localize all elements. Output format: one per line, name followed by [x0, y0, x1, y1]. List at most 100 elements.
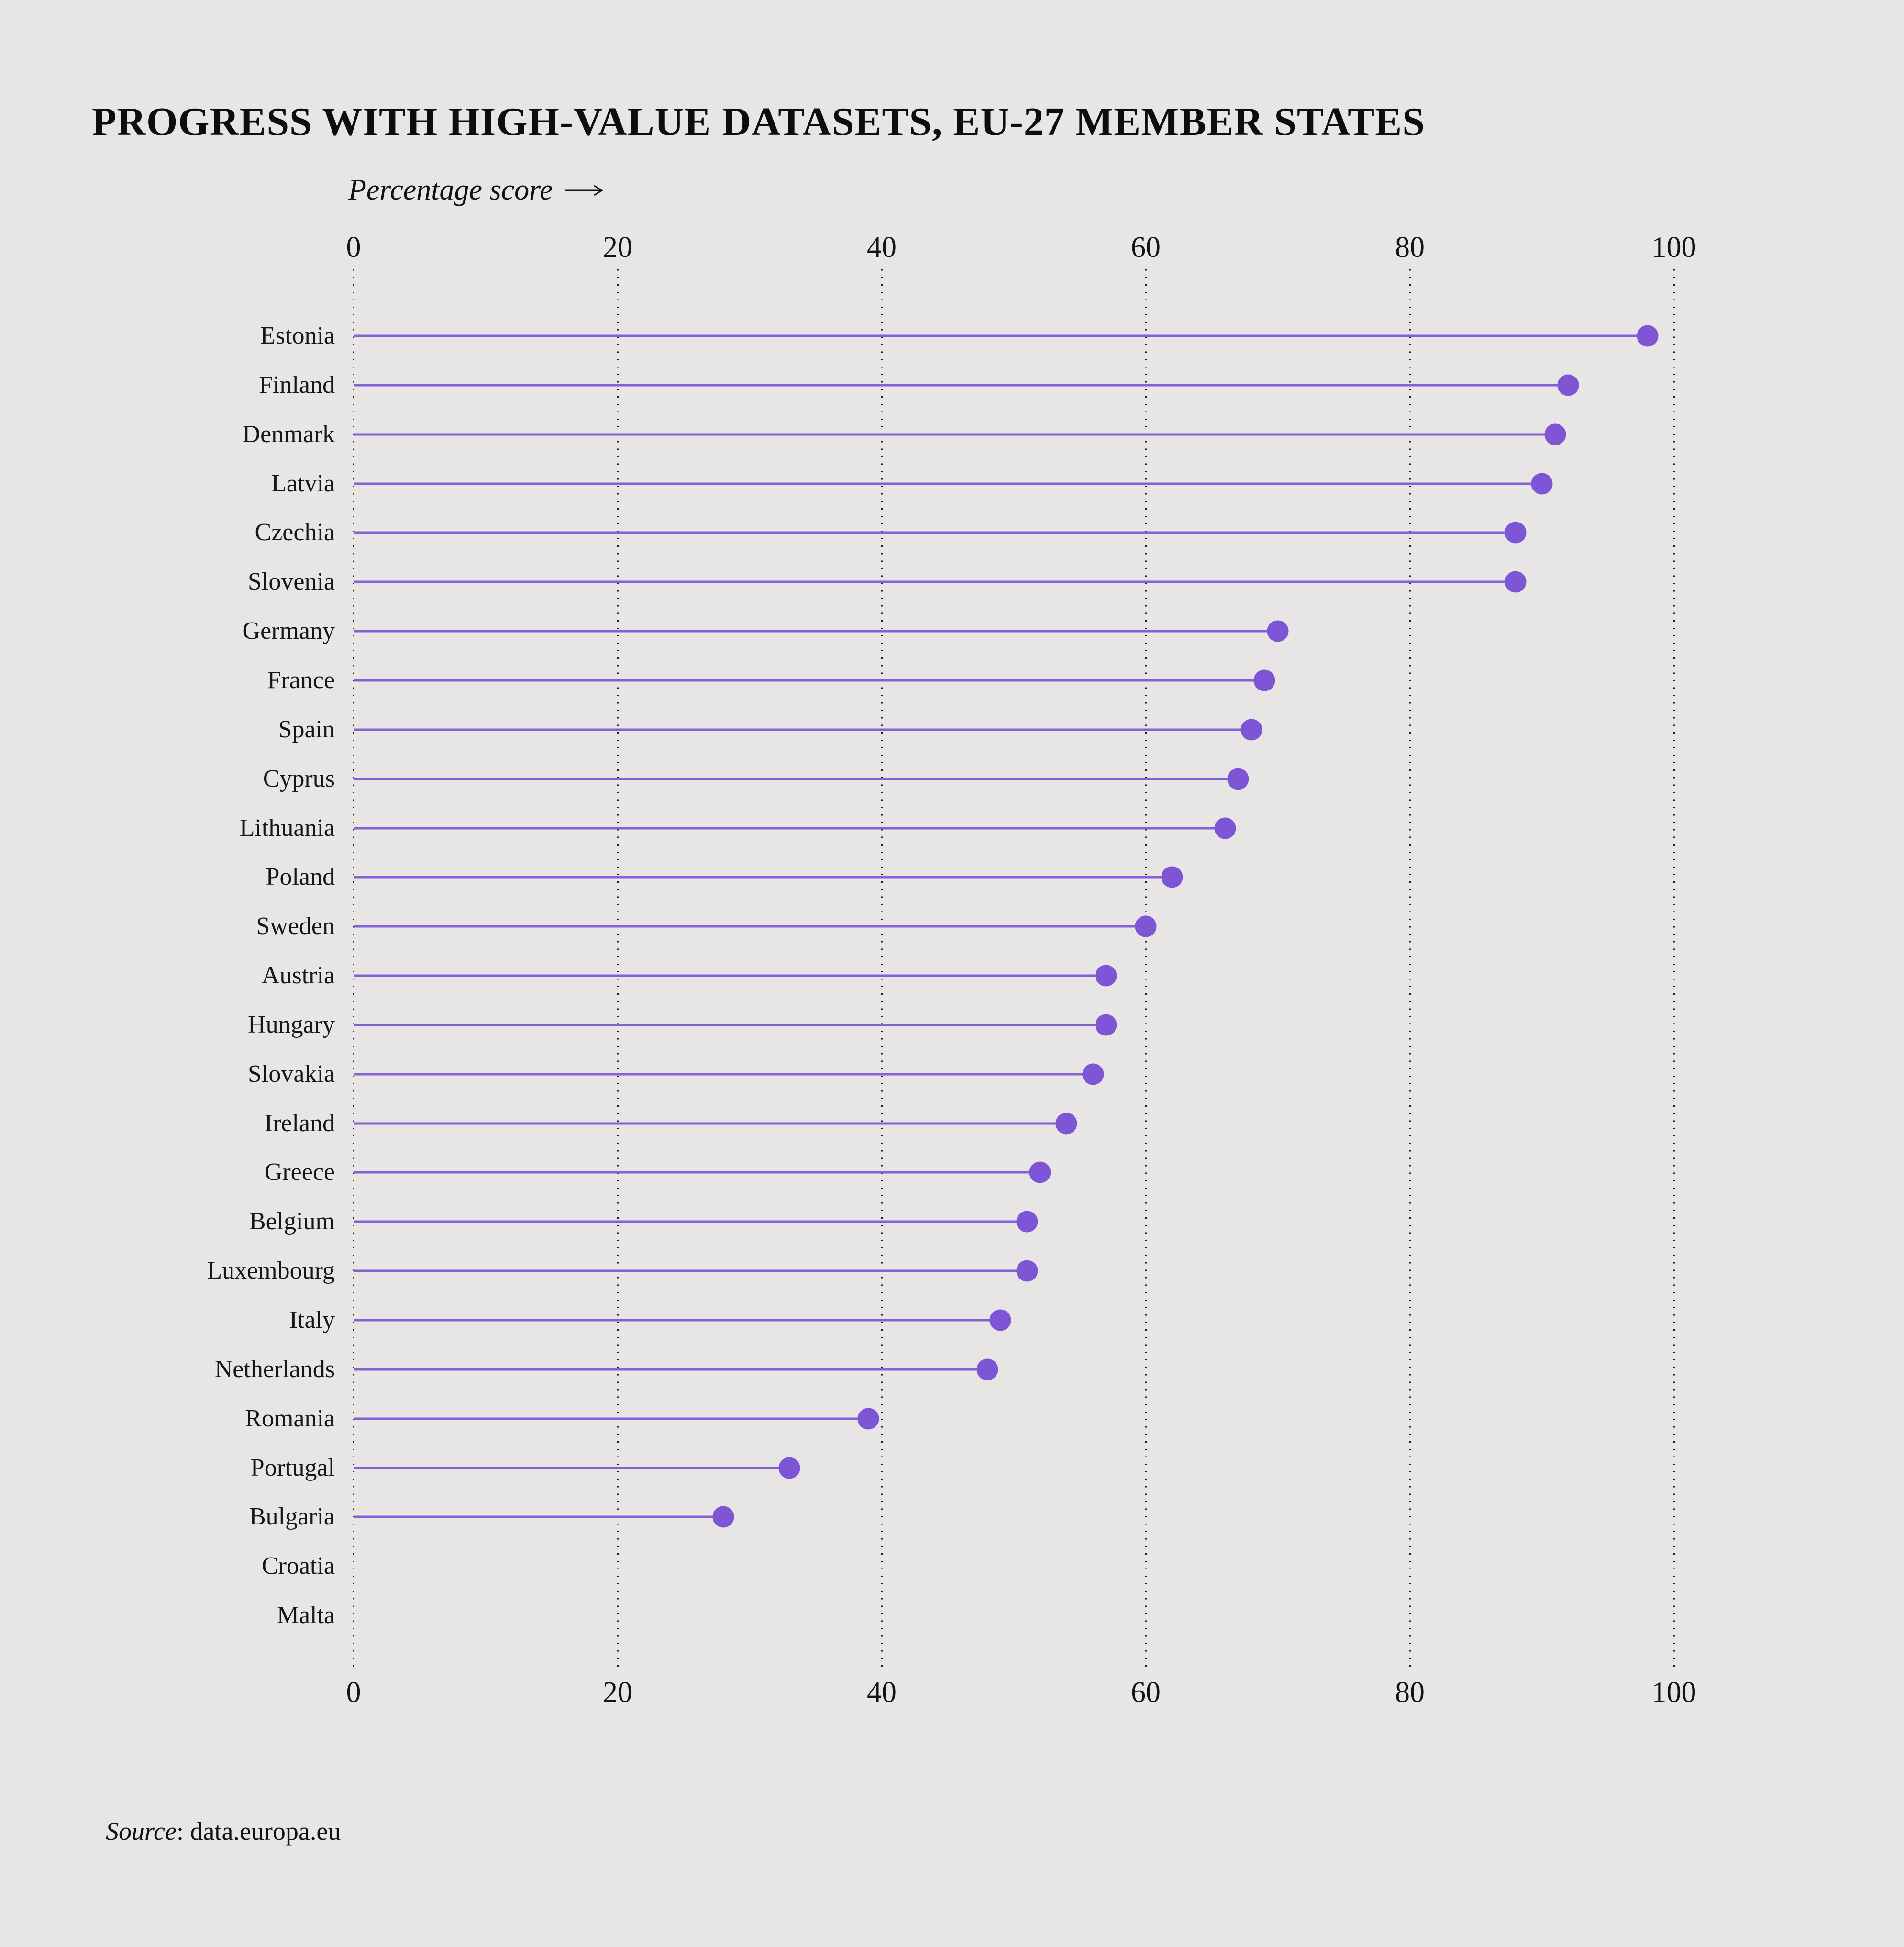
country-label-malta: Malta: [277, 1602, 335, 1629]
country-label-netherlands: Netherlands: [214, 1355, 335, 1383]
lollipop-dot-hungary: [1095, 1014, 1117, 1036]
lollipop-dot-italy: [989, 1309, 1011, 1331]
country-label-poland: Poland: [266, 863, 335, 891]
tick-label-top-0: 0: [346, 231, 361, 264]
lollipop-stem-czechia: [354, 531, 1516, 534]
country-label-france: France: [267, 666, 335, 694]
source-word: Source: [106, 1817, 177, 1846]
lollipop-stem-cyprus: [354, 778, 1239, 780]
gridline-80: [1409, 269, 1411, 1669]
lollipop-dot-poland: [1161, 866, 1183, 888]
x-axis-title: Percentage score: [348, 173, 605, 207]
country-label-sweden: Sweden: [256, 912, 335, 940]
chart-title: PROGRESS WITH HIGH-VALUE DATASETS, EU-27…: [92, 100, 1425, 144]
tick-label-top-60: 60: [1131, 231, 1161, 264]
lollipop-dot-estonia: [1637, 325, 1659, 347]
tick-label-bottom-80: 80: [1395, 1676, 1425, 1709]
lollipop-stem-ireland: [354, 1122, 1067, 1125]
source-value: data.europa.eu: [190, 1817, 341, 1846]
country-label-romania: Romania: [245, 1404, 335, 1432]
lollipop-dot-germany: [1267, 620, 1289, 642]
x-axis-title-text: Percentage score: [348, 174, 553, 206]
lollipop-stem-lithuania: [354, 827, 1225, 829]
country-label-greece: Greece: [264, 1158, 335, 1186]
lollipop-dot-slovenia: [1505, 571, 1527, 593]
tick-label-bottom-20: 20: [603, 1676, 632, 1709]
lollipop-dot-bulgaria: [712, 1506, 734, 1528]
lollipop-dot-denmark: [1544, 423, 1566, 445]
lollipop-stem-slovenia: [354, 580, 1516, 583]
lollipop-stem-poland: [354, 876, 1173, 879]
tick-label-top-100: 100: [1651, 231, 1696, 264]
tick-label-top-80: 80: [1395, 231, 1425, 264]
lollipop-dot-czechia: [1505, 522, 1527, 544]
country-label-czechia: Czechia: [255, 519, 335, 546]
country-label-italy: Italy: [289, 1306, 335, 1334]
country-label-luxembourg: Luxembourg: [207, 1257, 335, 1285]
lollipop-stem-netherlands: [354, 1368, 987, 1371]
lollipop-dot-romania: [857, 1408, 879, 1430]
lollipop-dot-ireland: [1055, 1113, 1077, 1135]
country-label-slovenia: Slovenia: [248, 568, 335, 596]
lollipop-stem-portugal: [354, 1467, 789, 1469]
lollipop-stem-germany: [354, 630, 1278, 633]
lollipop-stem-romania: [354, 1417, 869, 1420]
country-label-belgium: Belgium: [249, 1208, 335, 1235]
country-label-slovakia: Slovakia: [248, 1060, 335, 1088]
lollipop-stem-greece: [354, 1171, 1041, 1174]
lollipop-dot-greece: [1029, 1161, 1051, 1183]
lollipop-dot-sweden: [1135, 915, 1157, 937]
lollipop-stem-france: [354, 679, 1265, 682]
country-label-ireland: Ireland: [264, 1109, 335, 1137]
right-arrow-icon: [564, 183, 605, 198]
lollipop-stem-estonia: [354, 334, 1648, 337]
source-separator: :: [176, 1817, 190, 1846]
country-label-bulgaria: Bulgaria: [249, 1503, 335, 1531]
lollipop-stem-italy: [354, 1319, 1001, 1322]
source-note: Source: data.europa.eu: [106, 1816, 341, 1846]
country-label-finland: Finland: [259, 371, 335, 399]
lollipop-dot-belgium: [1016, 1211, 1038, 1233]
tick-label-bottom-40: 40: [867, 1676, 897, 1709]
tick-label-top-20: 20: [603, 231, 632, 264]
lollipop-stem-belgium: [354, 1220, 1027, 1223]
lollipop-dot-netherlands: [976, 1358, 998, 1380]
lollipop-dot-latvia: [1531, 473, 1553, 495]
lollipop-dot-france: [1253, 669, 1275, 691]
lollipop-stem-finland: [354, 384, 1569, 387]
lollipop-stem-sweden: [354, 925, 1146, 928]
tick-label-bottom-100: 100: [1651, 1676, 1696, 1709]
gridline-0: [353, 269, 354, 1669]
country-label-latvia: Latvia: [271, 469, 335, 497]
lollipop-dot-lithuania: [1214, 817, 1236, 839]
gridline-40: [881, 269, 883, 1669]
country-label-estonia: Estonia: [260, 322, 335, 349]
lollipop-stem-bulgaria: [354, 1515, 723, 1518]
lollipop-dot-spain: [1240, 719, 1262, 741]
lollipop-stem-slovakia: [354, 1073, 1093, 1076]
lollipop-dot-portugal: [778, 1457, 800, 1479]
country-label-spain: Spain: [278, 715, 335, 743]
tick-label-top-40: 40: [867, 231, 897, 264]
country-label-denmark: Denmark: [242, 420, 335, 448]
lollipop-dot-austria: [1095, 965, 1117, 987]
country-label-portugal: Portugal: [250, 1454, 335, 1481]
lollipop-dot-finland: [1557, 374, 1579, 396]
lollipop-dot-slovakia: [1082, 1063, 1104, 1085]
country-label-croatia: Croatia: [261, 1552, 335, 1580]
country-label-cyprus: Cyprus: [263, 765, 335, 792]
lollipop-dot-luxembourg: [1016, 1260, 1038, 1282]
lollipop-stem-denmark: [354, 433, 1555, 436]
gridline-60: [1145, 269, 1147, 1669]
lollipop-stem-austria: [354, 974, 1107, 977]
tick-label-bottom-60: 60: [1131, 1676, 1161, 1709]
country-label-lithuania: Lithuania: [239, 814, 335, 842]
lollipop-stem-hungary: [354, 1024, 1107, 1026]
lollipop-stem-luxembourg: [354, 1269, 1027, 1272]
lollipop-stem-spain: [354, 728, 1251, 731]
country-label-austria: Austria: [261, 962, 335, 990]
country-label-germany: Germany: [242, 617, 335, 645]
lollipop-dot-cyprus: [1227, 768, 1249, 790]
lollipop-stem-latvia: [354, 482, 1542, 485]
